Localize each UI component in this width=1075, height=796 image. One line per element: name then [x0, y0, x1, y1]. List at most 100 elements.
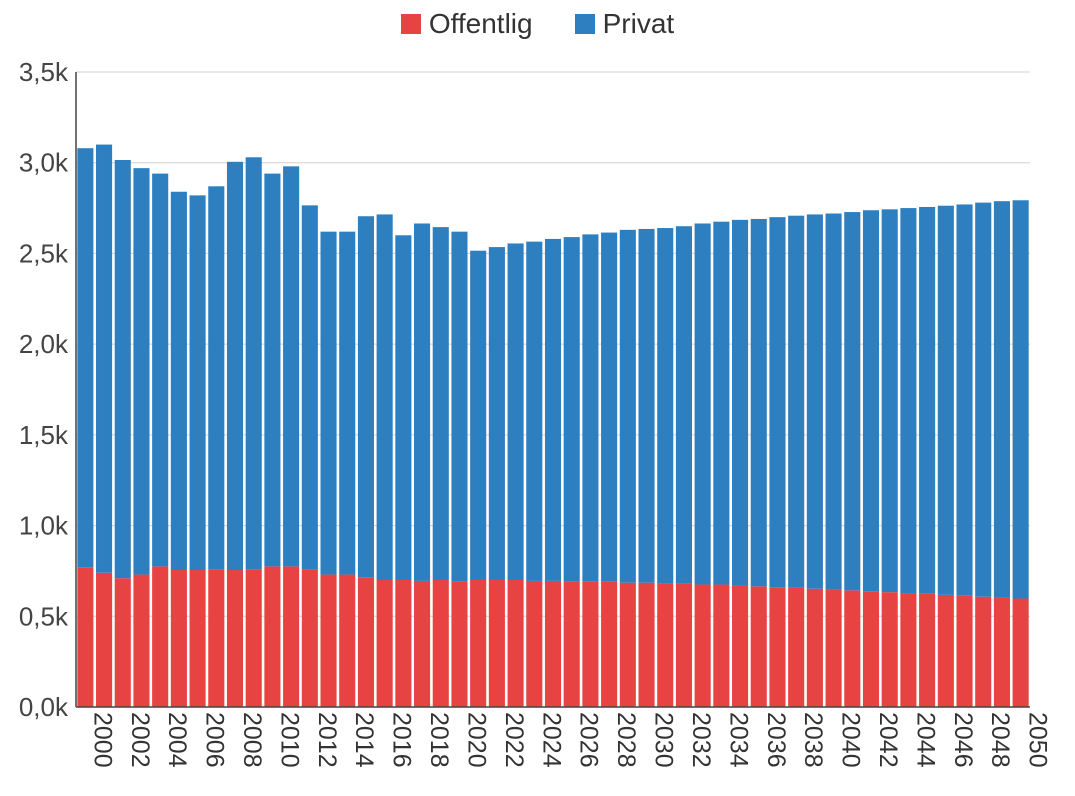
bar-privat-2021[interactable]: [470, 250, 487, 580]
bar-privat-2000[interactable]: [77, 148, 94, 568]
bar-offentlig-2015[interactable]: [357, 577, 374, 707]
bar-offentlig-2022[interactable]: [488, 580, 505, 707]
legend-item-privat[interactable]: Privat: [574, 8, 674, 40]
bar-privat-2046[interactable]: [937, 205, 954, 595]
bar-privat-2008[interactable]: [226, 161, 244, 571]
bar-privat-2041[interactable]: [844, 212, 861, 591]
bar-privat-2023[interactable]: [507, 243, 524, 580]
bar-offentlig-2016[interactable]: [376, 580, 393, 707]
bar-offentlig-2030[interactable]: [638, 582, 655, 707]
bar-offentlig-2038[interactable]: [788, 587, 805, 707]
bar-privat-2006[interactable]: [189, 195, 206, 571]
bar-offentlig-2005[interactable]: [170, 570, 187, 707]
bar-privat-2031[interactable]: [657, 228, 674, 584]
bar-offentlig-2002[interactable]: [114, 578, 131, 707]
bar-offentlig-2014[interactable]: [339, 574, 356, 707]
bar-privat-2013[interactable]: [320, 231, 337, 575]
bar-offentlig-2000[interactable]: [77, 567, 94, 707]
bar-privat-2027[interactable]: [582, 234, 599, 582]
bar-offentlig-2029[interactable]: [619, 582, 636, 707]
bar-offentlig-2003[interactable]: [133, 574, 150, 707]
bar-privat-2015[interactable]: [357, 216, 374, 578]
bar-privat-2004[interactable]: [152, 173, 169, 567]
bar-offentlig-2033[interactable]: [694, 584, 711, 707]
bar-offentlig-2001[interactable]: [96, 572, 113, 707]
bar-privat-2030[interactable]: [638, 228, 655, 583]
bar-offentlig-2026[interactable]: [563, 581, 580, 707]
bar-privat-2016[interactable]: [376, 214, 393, 580]
bar-privat-2018[interactable]: [414, 223, 431, 581]
bar-offentlig-2006[interactable]: [189, 570, 206, 707]
bar-offentlig-2019[interactable]: [432, 580, 449, 707]
bar-privat-2005[interactable]: [170, 191, 187, 571]
bar-offentlig-2039[interactable]: [806, 588, 823, 707]
bar-privat-2048[interactable]: [975, 202, 992, 597]
bar-privat-2026[interactable]: [563, 237, 580, 582]
bar-offentlig-2008[interactable]: [226, 570, 244, 707]
bar-offentlig-2021[interactable]: [470, 580, 487, 707]
bar-privat-2034[interactable]: [713, 221, 730, 585]
bar-privat-2028[interactable]: [601, 232, 618, 582]
bar-offentlig-2036[interactable]: [750, 586, 767, 707]
bar-privat-2011[interactable]: [283, 166, 300, 567]
bar-offentlig-2024[interactable]: [526, 580, 543, 707]
bar-privat-2002[interactable]: [114, 159, 131, 579]
bar-offentlig-2011[interactable]: [283, 566, 300, 707]
bar-privat-2049[interactable]: [993, 201, 1010, 598]
bar-offentlig-2012[interactable]: [301, 569, 318, 707]
bar-privat-2037[interactable]: [769, 217, 786, 588]
bar-offentlig-2037[interactable]: [769, 587, 786, 707]
bar-offentlig-2027[interactable]: [582, 581, 599, 707]
bar-privat-2038[interactable]: [788, 215, 805, 588]
bar-offentlig-2004[interactable]: [152, 566, 169, 707]
bar-privat-2014[interactable]: [339, 231, 356, 575]
bar-privat-2036[interactable]: [750, 218, 767, 587]
bar-privat-2029[interactable]: [619, 229, 636, 583]
bar-offentlig-2041[interactable]: [844, 590, 861, 707]
bar-privat-2020[interactable]: [451, 231, 468, 582]
bar-offentlig-2010[interactable]: [264, 566, 281, 707]
bar-privat-2042[interactable]: [862, 210, 880, 592]
bar-privat-2047[interactable]: [956, 204, 973, 596]
bar-offentlig-2007[interactable]: [208, 569, 225, 707]
bar-privat-2032[interactable]: [675, 226, 692, 584]
bar-privat-2040[interactable]: [825, 213, 842, 590]
bar-offentlig-2028[interactable]: [601, 581, 618, 707]
bar-privat-2024[interactable]: [526, 241, 543, 581]
bar-privat-2007[interactable]: [208, 186, 225, 570]
bar-offentlig-2049[interactable]: [993, 597, 1010, 707]
bar-offentlig-2048[interactable]: [975, 596, 992, 707]
bar-offentlig-2042[interactable]: [862, 591, 880, 707]
bar-privat-2050[interactable]: [1012, 200, 1029, 599]
bar-offentlig-2043[interactable]: [881, 592, 898, 707]
bar-privat-2045[interactable]: [919, 206, 936, 594]
bar-offentlig-2040[interactable]: [825, 589, 842, 707]
bar-offentlig-2034[interactable]: [713, 584, 730, 707]
legend-item-offentlig[interactable]: Offentlig: [400, 8, 533, 40]
bar-privat-2025[interactable]: [544, 238, 562, 581]
bar-offentlig-2050[interactable]: [1012, 598, 1029, 707]
bar-privat-2010[interactable]: [264, 173, 281, 567]
bar-offentlig-2013[interactable]: [320, 574, 337, 707]
bar-offentlig-2035[interactable]: [732, 585, 749, 707]
bar-offentlig-2020[interactable]: [451, 581, 468, 707]
bar-privat-2039[interactable]: [806, 214, 823, 589]
bar-offentlig-2046[interactable]: [937, 594, 954, 707]
bar-offentlig-2025[interactable]: [544, 580, 562, 707]
bar-privat-2019[interactable]: [432, 227, 449, 580]
bar-privat-2035[interactable]: [732, 219, 749, 586]
bar-offentlig-2031[interactable]: [657, 583, 674, 707]
bar-privat-2022[interactable]: [488, 247, 505, 581]
bar-offentlig-2009[interactable]: [245, 569, 262, 707]
bar-offentlig-2047[interactable]: [956, 595, 973, 707]
bar-privat-2043[interactable]: [881, 209, 898, 593]
bar-privat-2003[interactable]: [133, 168, 150, 575]
bar-privat-2044[interactable]: [900, 208, 917, 594]
bar-offentlig-2023[interactable]: [507, 580, 524, 707]
bar-privat-2001[interactable]: [96, 144, 113, 573]
bar-offentlig-2017[interactable]: [395, 580, 412, 707]
bar-offentlig-2044[interactable]: [900, 593, 917, 707]
bar-offentlig-2032[interactable]: [675, 583, 692, 707]
bar-offentlig-2018[interactable]: [414, 580, 431, 707]
bar-offentlig-2045[interactable]: [919, 593, 936, 707]
